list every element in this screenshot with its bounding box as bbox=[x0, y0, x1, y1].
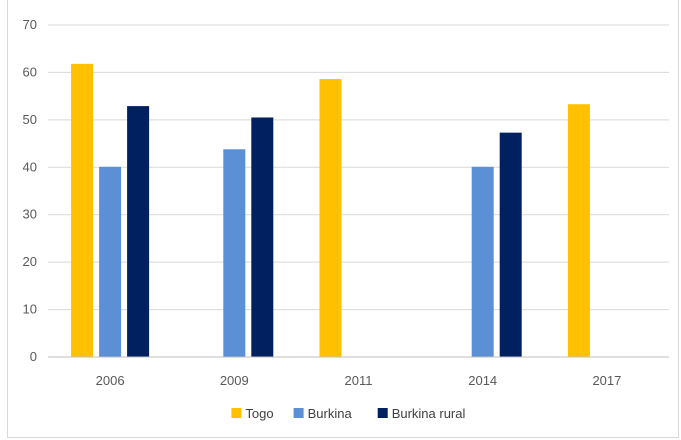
x-tick-label: 2011 bbox=[345, 373, 373, 388]
y-tick-label: 20 bbox=[23, 254, 37, 269]
y-tick-label: 10 bbox=[23, 302, 37, 317]
x-tick-label: 2006 bbox=[96, 373, 125, 388]
x-tick-label: 2014 bbox=[468, 373, 497, 388]
bar-burkina-2014 bbox=[471, 166, 494, 357]
x-axis-ticks: 2006 2009 2011 2014 2017 bbox=[96, 373, 622, 388]
legend-label: Burkina rural bbox=[392, 406, 466, 421]
bar-burkina-rural-2006 bbox=[127, 106, 150, 357]
legend: Togo Burkina Burkina rural bbox=[231, 406, 466, 421]
legend-label: Burkina bbox=[308, 406, 353, 421]
bar-burkina-2006 bbox=[99, 166, 122, 357]
y-axis-ticks: 0 10 20 30 40 50 60 70 bbox=[23, 17, 37, 364]
y-tick-label: 60 bbox=[23, 64, 37, 79]
y-tick-label: 50 bbox=[23, 112, 37, 127]
y-tick-label: 0 bbox=[30, 349, 37, 364]
bar-togo-2017 bbox=[567, 104, 590, 357]
bar-burkina-rural-2009 bbox=[251, 117, 274, 357]
legend-label: Togo bbox=[245, 406, 273, 421]
legend-swatch-togo bbox=[231, 408, 242, 418]
legend-swatch-burkina bbox=[293, 408, 304, 418]
x-tick-label: 2009 bbox=[220, 373, 249, 388]
bar-burkina-2009 bbox=[223, 149, 246, 357]
gridlines bbox=[48, 24, 669, 311]
x-tick-label: 2017 bbox=[592, 373, 621, 388]
bar-togo-2006 bbox=[71, 63, 94, 358]
bar-burkina-rural-2014 bbox=[499, 132, 522, 357]
y-tick-label: 70 bbox=[23, 17, 37, 32]
legend-swatch-burkina-rural bbox=[377, 408, 388, 418]
bars bbox=[71, 63, 590, 358]
y-tick-label: 30 bbox=[23, 207, 37, 222]
y-tick-label: 40 bbox=[23, 159, 37, 174]
bar-togo-2011 bbox=[319, 79, 342, 357]
